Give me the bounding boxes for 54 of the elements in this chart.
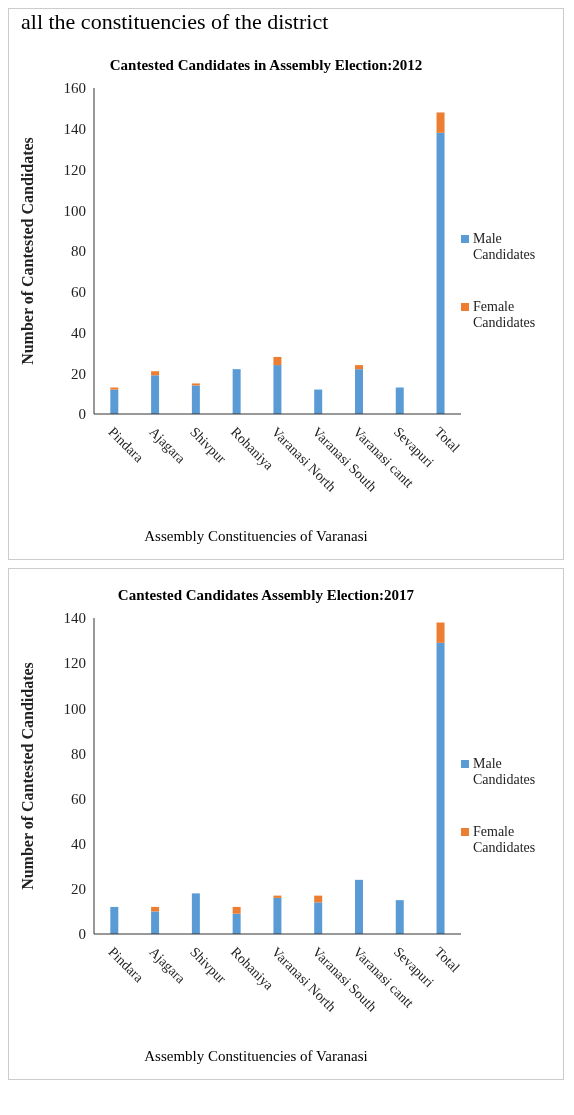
bar [191,385,200,414]
chart-title: Cantested Candidates Assembly Election:2017 [116,587,416,604]
y-tick-label: 100 [63,202,86,219]
bar [395,387,404,414]
bar [273,356,282,366]
bar [232,913,241,934]
bar [354,879,363,934]
bar [110,906,119,934]
y-tick-label: 140 [63,610,86,627]
y-tick-label: 80 [71,745,86,762]
bar [151,375,160,414]
bar [314,902,323,934]
y-tick-label: 100 [63,700,86,717]
y-tick-label: 60 [71,790,86,807]
y-tick-label: 160 [63,80,86,97]
bar [436,622,445,643]
bar [232,369,241,414]
bar [314,389,323,414]
y-tick-label: 40 [71,324,86,341]
legend-label: Female Candidates [473,824,537,856]
bar [395,900,404,934]
y-tick-label: 20 [71,365,86,382]
y-tick-label: 120 [63,655,86,672]
legend-label: Male Candidates [473,756,537,788]
chart-title: Cantested Candidates in Assembly Election:2012 [108,57,424,74]
y-tick-label: 60 [71,284,86,301]
bar [436,642,445,934]
bar [436,112,445,133]
y-tick-label: 80 [71,243,86,260]
y-axis-title: Number of Cantested Candidates [18,137,36,365]
y-tick-label: 20 [71,881,86,898]
bar [436,132,445,414]
bar [273,365,282,414]
legend-label: Male Candidates [473,231,537,263]
y-tick-label: 140 [63,121,86,138]
bar [110,387,119,390]
bar [191,383,200,386]
bar [232,906,241,914]
y-tick-label: 0 [78,406,86,423]
x-axis-title: Assembly Constituencies of Varanasi [143,1048,369,1065]
y-tick-label: 0 [78,926,86,943]
y-axis-title: Number of Cantested Candidates [18,662,36,890]
x-axis-title: Assembly Constituencies of Varanasi [143,528,369,545]
bar [354,369,363,414]
text: all the constituencies of the district [20,9,330,36]
bar [151,371,160,376]
bar [273,897,282,934]
bar [151,911,160,934]
bar [191,893,200,934]
legend-label: Female Candidates [473,299,537,331]
bar [110,389,119,414]
y-tick-label: 120 [63,161,86,178]
bar [354,365,363,370]
y-tick-label: 40 [71,836,86,853]
